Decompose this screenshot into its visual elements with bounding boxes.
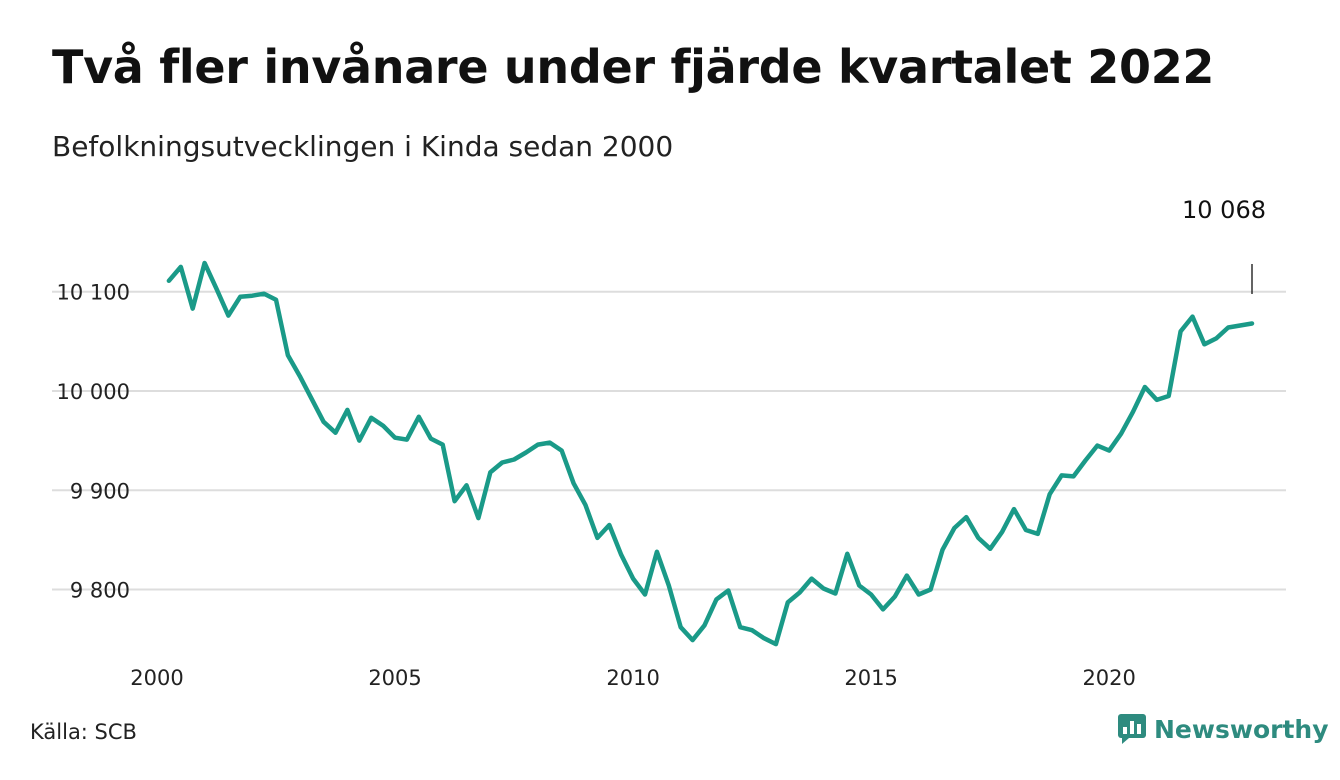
brand-logo: Newsworthy [1118,714,1329,744]
y-tick-label: 10 100 [57,281,130,305]
chart-subtitle: Befolkningsutvecklingen i Kinda sedan 20… [52,130,674,163]
newsworthy-logo-icon [1118,714,1146,744]
y-tick-label: 9 800 [70,579,130,603]
end-value-label: 10 068 [1182,196,1266,224]
source-note: Källa: SCB [30,720,137,744]
series-line [166,260,1255,647]
x-axis: 2000 2005 2010 2015 2020 [130,666,1136,690]
x-tick-label: 2010 [606,666,659,690]
grid-lines [52,290,1286,591]
brand-name: Newsworthy [1154,714,1329,744]
y-tick-label: 9 900 [70,479,130,503]
end-marker: 10 068 [1182,196,1266,294]
x-tick-label: 2000 [130,666,183,690]
x-tick-label: 2020 [1082,666,1135,690]
x-tick-label: 2015 [844,666,897,690]
series-layer [166,260,1255,647]
y-tick-label: 10 000 [57,380,130,404]
x-tick-label: 2005 [368,666,421,690]
y-axis: 9 800 9 900 10 000 10 100 [57,281,130,603]
chart-title: Två fler invånare under fjärde kvartalet… [52,40,1215,94]
